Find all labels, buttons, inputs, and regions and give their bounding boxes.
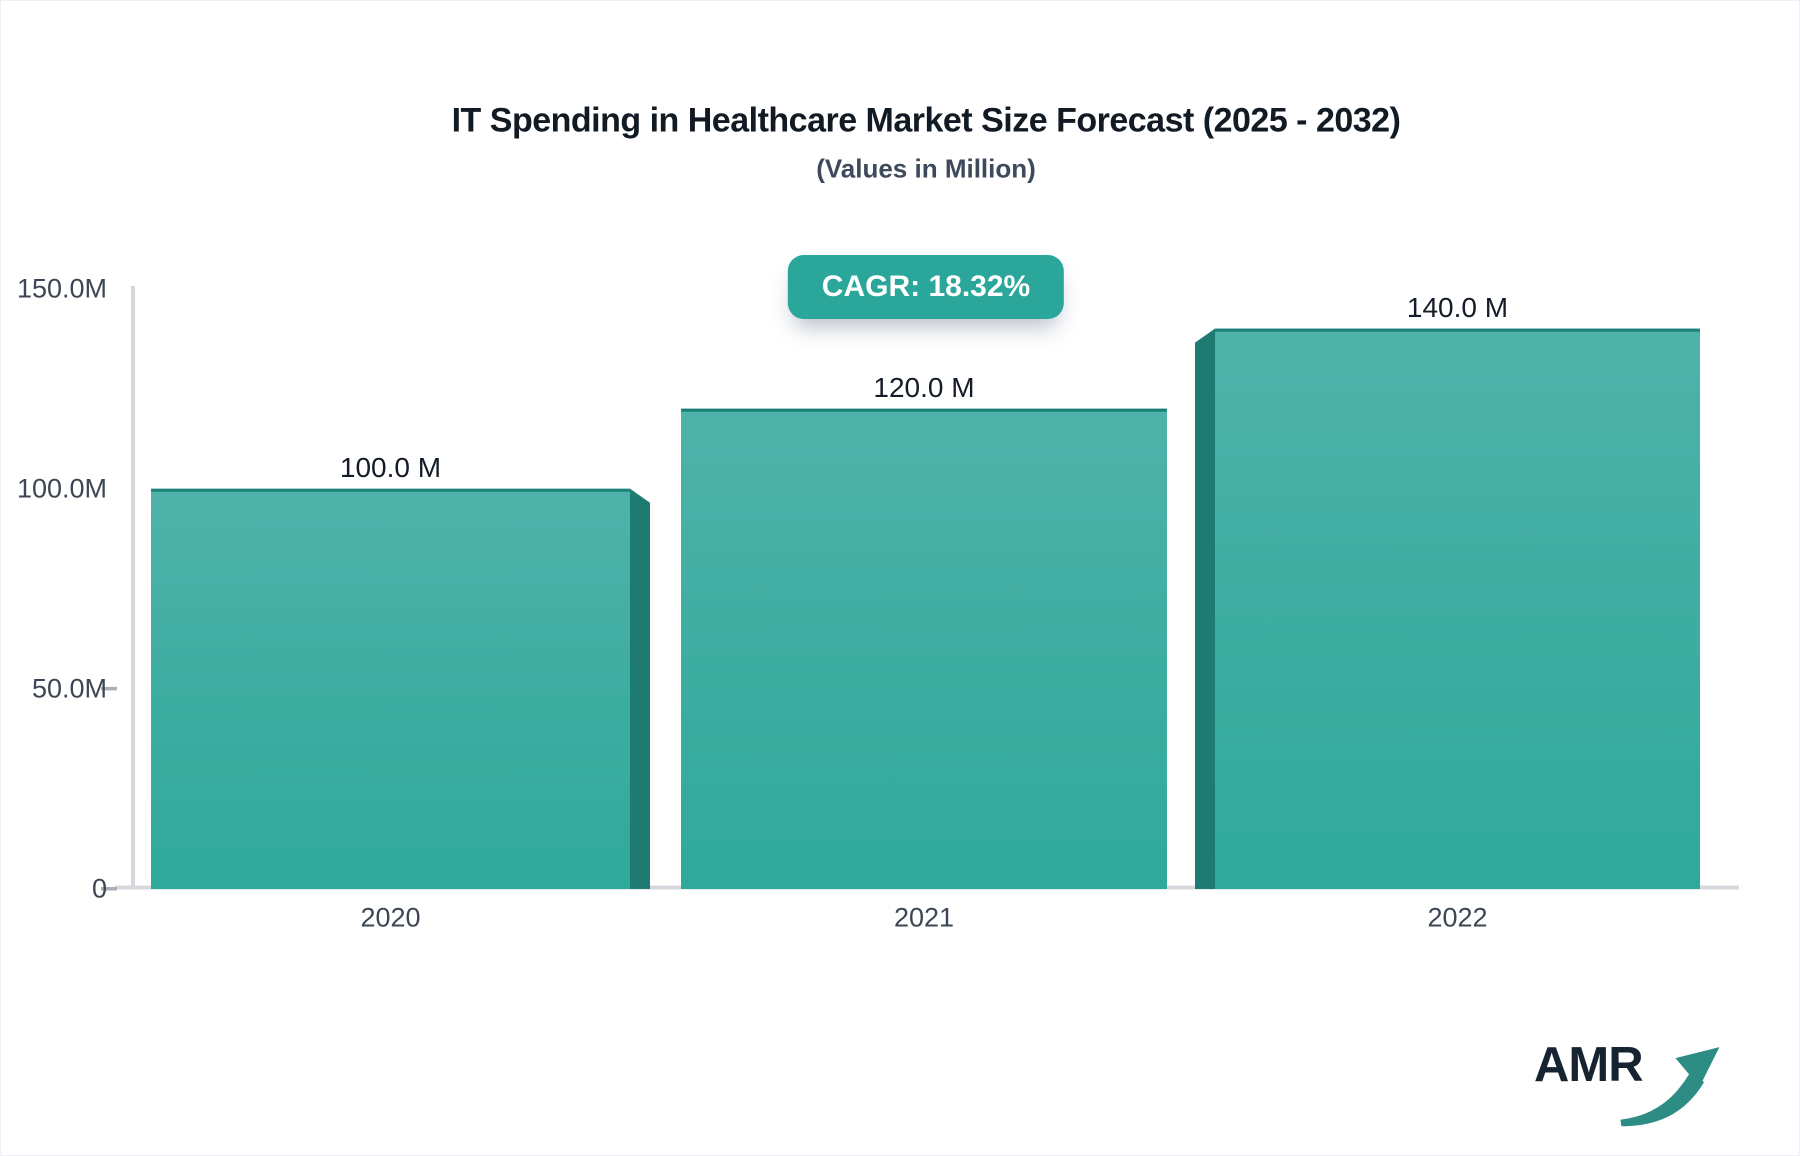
bar-2021 [681, 408, 1167, 889]
bar-value-label: 120.0 M [873, 371, 975, 403]
amr-logo: AMR [1534, 1037, 1720, 1127]
y-axis-label: 50.0M [31, 673, 107, 704]
y-axis-label: 100.0M [16, 473, 107, 504]
bar-side-panel [1195, 328, 1215, 889]
chart-title: IT Spending in Healthcare Market Size Fo… [451, 101, 1401, 140]
x-axis-label: 2022 [1427, 902, 1488, 933]
bar-value-label: 100.0 M [339, 451, 442, 483]
growth-arrow-icon [1620, 1047, 1720, 1127]
y-axis-line [131, 286, 135, 889]
bar-top-edge [1215, 328, 1700, 332]
amr-logo-text: AMR [1534, 1038, 1644, 1092]
chart-subtitle: (Values in Million) [816, 153, 1036, 184]
bar-top-edge [151, 488, 630, 492]
bar-side-panel [630, 488, 650, 889]
cagr-badge: CAGR: 18.32% [787, 255, 1065, 319]
x-axis-label: 2021 [893, 902, 955, 933]
bar-top-edge [681, 408, 1167, 412]
y-axis-tick [101, 686, 117, 691]
bar-2022 [1215, 328, 1700, 889]
bar-2020 [151, 488, 630, 889]
cagr-badge-label: CAGR: 18.32% [821, 270, 1031, 303]
x-axis-label: 2020 [360, 902, 421, 933]
y-axis-label: 150.0M [16, 273, 107, 304]
y-axis-label: 0 [91, 873, 107, 904]
y-axis-tick [101, 887, 117, 891]
bar-value-label: 140.0 M [1406, 291, 1509, 323]
